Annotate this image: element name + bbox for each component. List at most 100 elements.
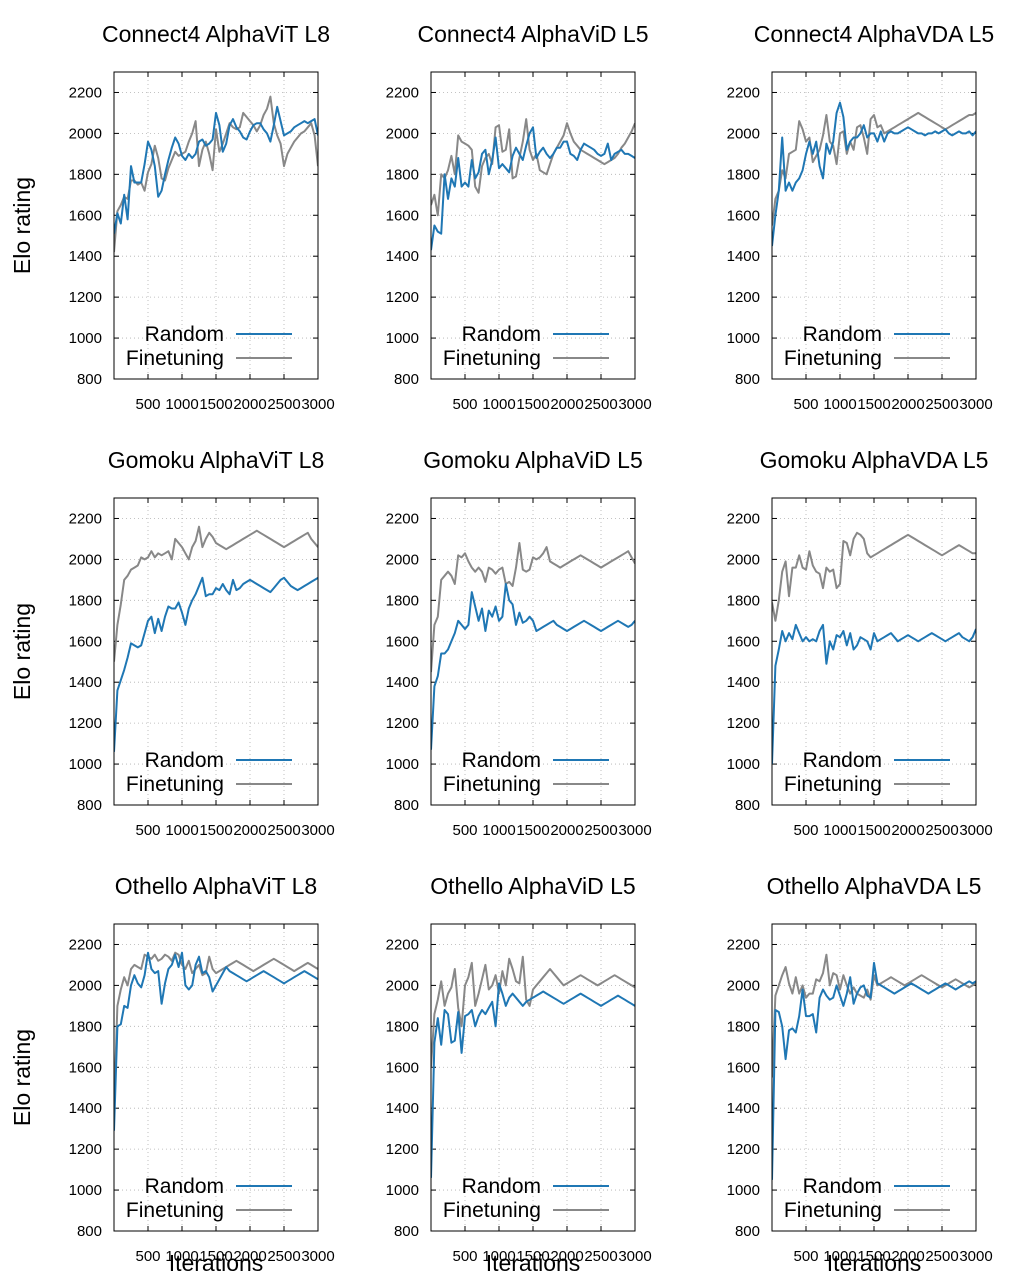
y-tick-label: 2000 [69, 977, 102, 994]
y-tick-label: 1600 [69, 207, 102, 224]
y-tick-label: 1400 [727, 248, 760, 265]
y-tick-label: 1200 [386, 715, 419, 732]
y-tick-label: 800 [394, 1223, 419, 1240]
x-tick-label: 1000 [165, 822, 198, 839]
x-tick-label: 3000 [618, 822, 651, 839]
x-tick-label: 3000 [618, 396, 651, 413]
x-tick-label: 2500 [925, 1248, 958, 1265]
x-tick-label: 1000 [482, 396, 515, 413]
series-line-finetuning [431, 542, 635, 673]
x-tick-label: 1500 [516, 396, 549, 413]
chart-panel: Othello AlphaViD L5 800 1000 1200 1400 1600 18… [386, 873, 652, 1265]
legend-label: Finetuning [126, 347, 224, 370]
x-tick-label: 2500 [925, 396, 958, 413]
y-tick-label: 1000 [386, 330, 419, 347]
x-tick-label: 3000 [618, 1248, 651, 1265]
y-tick-label: 800 [735, 1223, 760, 1240]
y-tick-label: 1000 [727, 1182, 760, 1199]
y-axis-label: Elo rating [9, 1029, 35, 1126]
y-tick-label: 800 [394, 371, 419, 388]
legend-label: Finetuning [784, 773, 882, 796]
y-tick-label: 1600 [727, 1059, 760, 1076]
y-tick-label: 2200 [727, 84, 760, 101]
y-tick-label: 1600 [727, 207, 760, 224]
y-tick-label: 1200 [69, 289, 102, 306]
y-tick-label: 1200 [69, 1141, 102, 1158]
y-tick-label: 1400 [69, 674, 102, 691]
y-tick-label: 1800 [386, 592, 419, 609]
x-tick-label: 2000 [891, 1248, 924, 1265]
series-line-random [772, 101, 976, 247]
y-tick-label: 800 [77, 1223, 102, 1240]
plot-frame [771, 923, 977, 1232]
plot-frame [430, 923, 636, 1232]
x-tick-label: 2500 [925, 822, 958, 839]
x-tick-label: 1500 [516, 1248, 549, 1265]
x-tick-label: 1500 [199, 822, 232, 839]
y-tick-label: 1600 [386, 1059, 419, 1076]
chart-panel: Othello AlphaVDA L5 800 1000 1200 1400 1600 18… [727, 873, 993, 1265]
y-tick-label: 2200 [386, 84, 419, 101]
x-tick-label: 2000 [550, 822, 583, 839]
x-tick-label: 2000 [233, 1248, 266, 1265]
y-tick-label: 2000 [386, 977, 419, 994]
x-tick-label: 1000 [482, 822, 515, 839]
y-tick-label: 800 [77, 371, 102, 388]
x-tick-label: 500 [135, 396, 160, 413]
x-tick-label: 2000 [891, 822, 924, 839]
chart-title: Gomoku AlphaViT L8 [108, 447, 325, 473]
y-tick-label: 1200 [386, 1141, 419, 1158]
y-tick-label: 1600 [386, 633, 419, 650]
series-line-finetuning [772, 531, 976, 622]
x-tick-label: 2000 [550, 1248, 583, 1265]
y-tick-label: 1000 [386, 756, 419, 773]
x-tick-label: 500 [452, 822, 477, 839]
legend-label: Finetuning [443, 1199, 541, 1222]
y-tick-label: 1200 [727, 289, 760, 306]
x-tick-label: 1500 [857, 822, 890, 839]
chart-panel: Connect4 AlphaViD L5 800 1000 1200 1400 1600 1… [386, 21, 652, 413]
y-tick-label: 1200 [727, 715, 760, 732]
y-tick-label: 2000 [727, 977, 760, 994]
y-tick-label: 1400 [386, 674, 419, 691]
y-tick-label: 800 [735, 371, 760, 388]
plot-frame [113, 71, 319, 380]
legend-label: Random [145, 1175, 224, 1198]
y-axis-label: Elo rating [9, 177, 35, 274]
plot-frame [113, 497, 319, 806]
x-tick-label: 1500 [857, 396, 890, 413]
y-tick-label: 1800 [69, 166, 102, 183]
legend-label: Random [803, 323, 882, 346]
series-line-finetuning [431, 955, 635, 1068]
x-tick-label: 2500 [584, 1248, 617, 1265]
plot-frame [771, 497, 977, 806]
y-tick-label: 1800 [727, 1018, 760, 1035]
legend-label: Random [803, 749, 882, 772]
y-tick-label: 1200 [69, 715, 102, 732]
x-tick-label: 2000 [891, 396, 924, 413]
y-tick-label: 2200 [386, 936, 419, 953]
y-axis-label: Elo rating [9, 603, 35, 700]
chart-title: Connect4 AlphaVDA L5 [754, 21, 994, 47]
chart-panel: Connect4 AlphaVDA L5 800 1000 1200 1400 1600 1… [727, 21, 995, 413]
y-tick-label: 800 [77, 797, 102, 814]
legend-label: Random [803, 1175, 882, 1198]
y-tick-label: 1800 [727, 592, 760, 609]
chart-panel: Connect4 AlphaViT L8 800 1000 1200 1400 1600 1… [69, 21, 335, 413]
x-tick-label: 3000 [959, 1248, 992, 1265]
chart-title: Othello AlphaViT L8 [115, 873, 317, 899]
chart-panel: Gomoku AlphaViT L8 800 1000 1200 1400 1600 180… [69, 447, 335, 839]
x-tick-label: 500 [793, 396, 818, 413]
legend-label: Finetuning [126, 1199, 224, 1222]
y-tick-label: 2200 [69, 84, 102, 101]
chart-title: Connect4 AlphaViT L8 [102, 21, 330, 47]
x-tick-label: 1500 [199, 1248, 232, 1265]
y-tick-label: 1200 [727, 1141, 760, 1158]
x-tick-label: 1500 [199, 396, 232, 413]
x-axis-label: Iterations [169, 1250, 264, 1276]
chart-title: Othello AlphaVDA L5 [767, 873, 982, 899]
x-axis-label: Iterations [827, 1250, 922, 1276]
x-tick-label: 500 [135, 822, 160, 839]
chart-title: Connect4 AlphaViD L5 [417, 21, 648, 47]
series-line-random [772, 961, 976, 1180]
